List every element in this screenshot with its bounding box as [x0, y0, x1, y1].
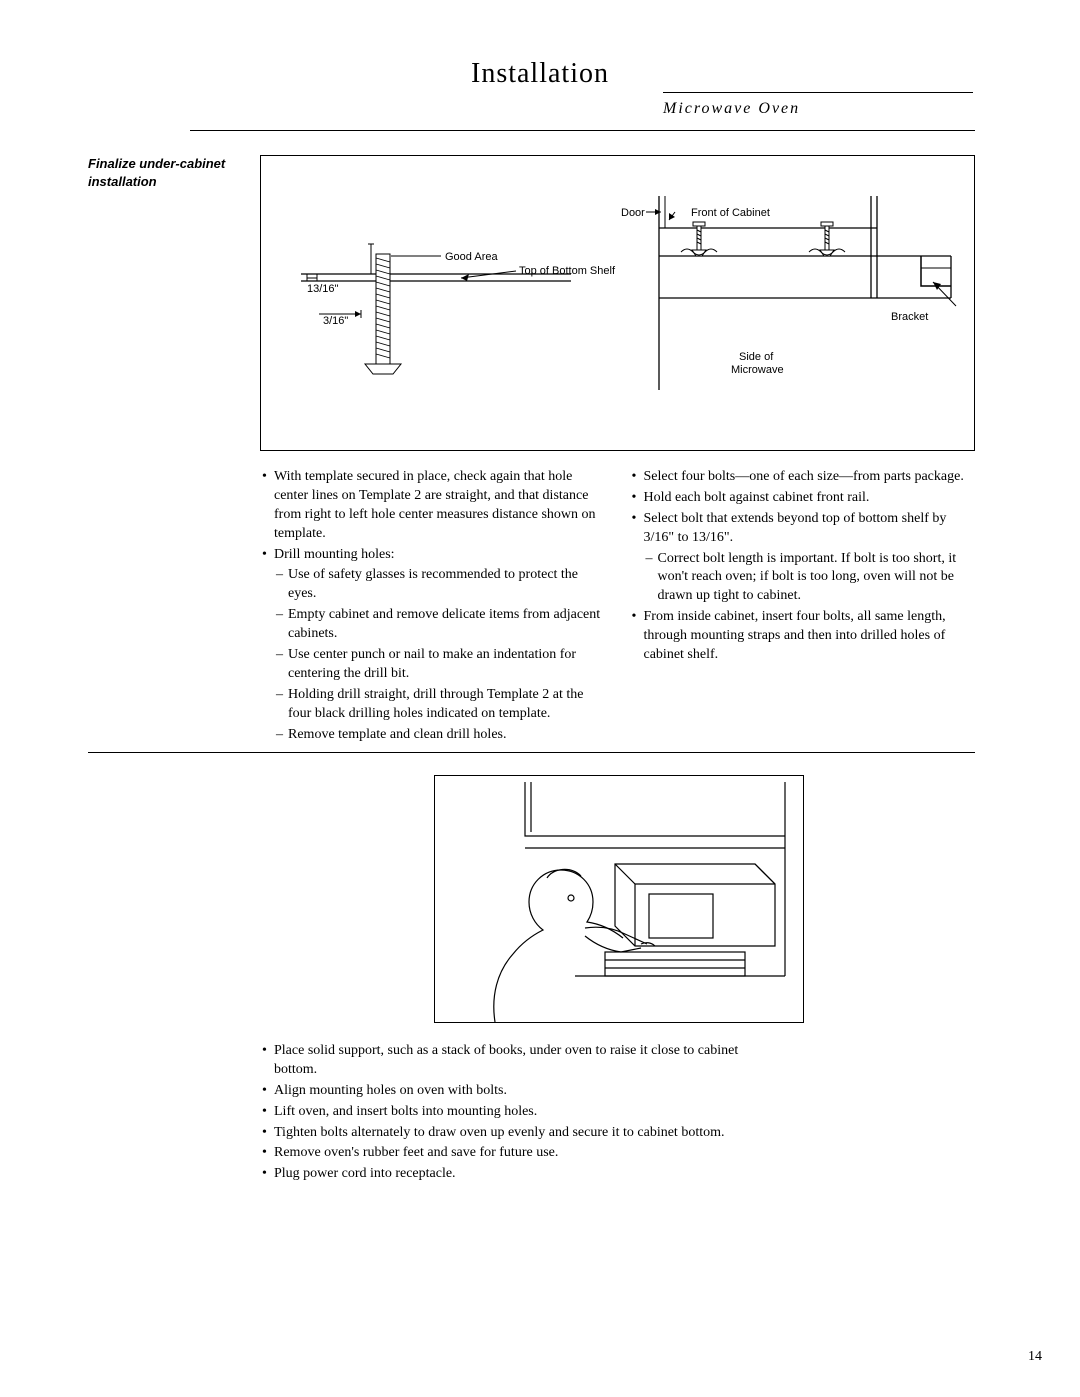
- list-item: Drill mounting holes: Use of safety glas…: [260, 546, 606, 745]
- bracket-label: Bracket: [891, 311, 928, 323]
- list-item-text: From inside cabinet, insert four bolts, …: [644, 609, 946, 662]
- list-item-text: Place solid support, such as a stack of …: [274, 1043, 738, 1077]
- sidebar-heading: Finalize under-cabinet installation: [88, 155, 238, 190]
- dim-316-label: 3/16": [323, 315, 348, 327]
- list-item: Use center punch or nail to make an inde…: [274, 646, 606, 684]
- side-microwave-label-2: Microwave: [731, 364, 784, 376]
- subtitle: Microwave Oven: [663, 100, 800, 118]
- list-item: Use of safety glasses is recommended to …: [274, 566, 606, 604]
- instruction-columns: With template secured in place, check ag…: [260, 468, 975, 746]
- list-item: Lift oven, and insert bolts into mountin…: [260, 1103, 780, 1122]
- right-sub-dashes: Correct bolt length is important. If bol…: [644, 550, 976, 607]
- list-item-text: Drill mounting holes:: [274, 547, 395, 562]
- list-item: Select bolt that extends beyond top of b…: [630, 510, 976, 606]
- list-item: Remove oven's rubber feet and save for f…: [260, 1144, 780, 1163]
- list-item-text: Hold each bolt against cabinet front rai…: [644, 490, 870, 505]
- divider-top: [190, 130, 975, 131]
- left-column: With template secured in place, check ag…: [260, 468, 606, 746]
- list-item-text: Remove template and clean drill holes.: [288, 727, 506, 742]
- left-bullets: With template secured in place, check ag…: [260, 468, 606, 744]
- list-item-text: Select four bolts—one of each size—from …: [644, 469, 964, 484]
- top-bottom-shelf-label: Top of Bottom Shelf: [519, 265, 616, 277]
- diagram-person-lifting: [434, 775, 804, 1023]
- list-item: With template secured in place, check ag…: [260, 468, 606, 544]
- list-item: Hold each bolt against cabinet front rai…: [630, 489, 976, 508]
- list-item: Empty cabinet and remove delicate items …: [274, 606, 606, 644]
- list-item: From inside cabinet, insert four bolts, …: [630, 608, 976, 665]
- list-item-text: Holding drill straight, drill through Te…: [288, 687, 583, 721]
- right-bullets: Select four bolts—one of each size—from …: [630, 468, 976, 665]
- front-cabinet-label: Front of Cabinet: [691, 207, 770, 219]
- list-item: Holding drill straight, drill through Te…: [274, 686, 606, 724]
- divider-mid: [88, 752, 975, 753]
- list-item: Remove template and clean drill holes.: [274, 726, 606, 745]
- list-item: Tighten bolts alternately to draw oven u…: [260, 1124, 780, 1143]
- list-item: Select four bolts—one of each size—from …: [630, 468, 976, 487]
- list-item: Plug power cord into receptacle.: [260, 1165, 780, 1184]
- list-item-text: Correct bolt length is important. If bol…: [658, 551, 957, 604]
- list-item: Place solid support, such as a stack of …: [260, 1042, 780, 1080]
- list-item-text: Lift oven, and insert bolts into mountin…: [274, 1104, 537, 1119]
- left-sub-dashes: Use of safety glasses is recommended to …: [274, 566, 606, 744]
- list-item: Correct bolt length is important. If bol…: [644, 550, 976, 607]
- list-item: Align mounting holes on oven with bolts.: [260, 1082, 780, 1101]
- list-item-text: Select bolt that extends beyond top of b…: [644, 511, 947, 545]
- list-item-text: Empty cabinet and remove delicate items …: [288, 607, 600, 641]
- lower-instruction-list: Place solid support, such as a stack of …: [260, 1042, 780, 1186]
- subtitle-rule: [663, 92, 973, 93]
- side-microwave-label-1: Side of: [739, 351, 774, 363]
- page-number: 14: [1028, 1349, 1042, 1365]
- right-column: Select four bolts—one of each size—from …: [630, 468, 976, 746]
- list-item-text: Plug power cord into receptacle.: [274, 1166, 456, 1181]
- dim-1316-label: 13/16": [307, 283, 339, 295]
- list-item-text: Tighten bolts alternately to draw oven u…: [274, 1125, 725, 1140]
- page-title: Installation: [0, 58, 1080, 90]
- diagram-installation-top: 13/16" 3/16": [260, 155, 975, 451]
- list-item-text: Align mounting holes on oven with bolts.: [274, 1083, 507, 1098]
- list-item-text: Remove oven's rubber feet and save for f…: [274, 1145, 558, 1160]
- list-item-text: Use of safety glasses is recommended to …: [288, 567, 578, 601]
- list-item-text: With template secured in place, check ag…: [274, 469, 596, 541]
- list-item-text: Use center punch or nail to make an inde…: [288, 647, 576, 681]
- door-label: Door: [621, 207, 645, 219]
- good-area-label: Good Area: [445, 251, 498, 263]
